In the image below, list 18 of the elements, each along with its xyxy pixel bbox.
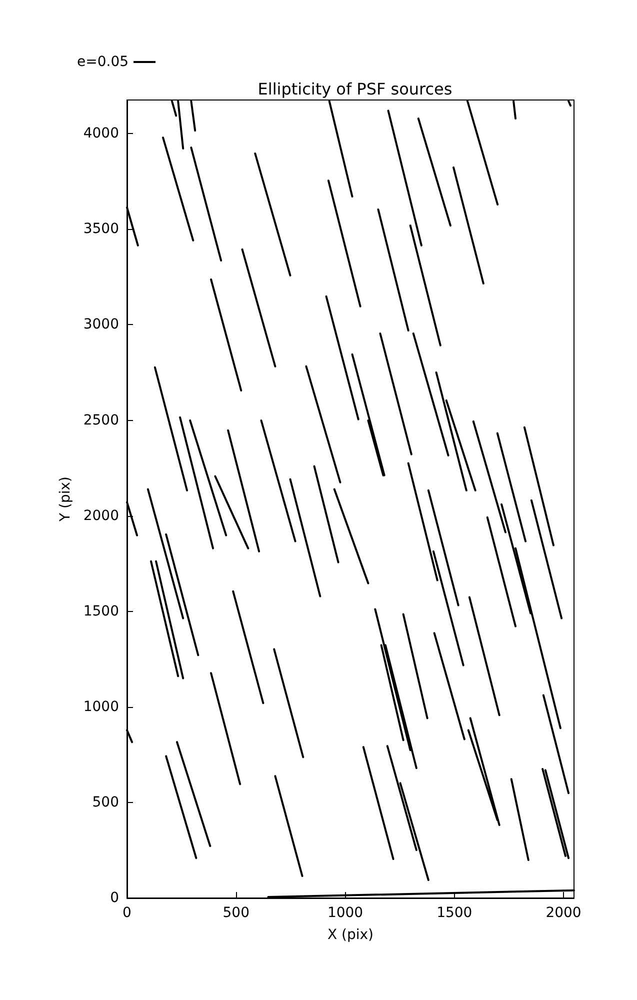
y-tick-label: 2000 bbox=[83, 508, 119, 524]
y-tick-label: 1500 bbox=[83, 603, 119, 620]
x-axis-title: X (pix) bbox=[327, 927, 374, 943]
y-tick-label: 3500 bbox=[83, 221, 119, 238]
y-tick-label: 4000 bbox=[83, 126, 119, 142]
y-axis-title: Y (pix) bbox=[57, 476, 74, 522]
y-tick-label: 0 bbox=[110, 890, 119, 906]
legend-label: e=0.05 bbox=[77, 54, 129, 70]
x-tick-label: 1500 bbox=[436, 905, 472, 921]
y-tick-label: 3000 bbox=[83, 316, 119, 333]
chart-title: Ellipticity of PSF sources bbox=[258, 80, 452, 98]
y-tick-label: 500 bbox=[92, 794, 119, 810]
y-tick-label: 1000 bbox=[83, 698, 119, 715]
x-tick-label: 0 bbox=[122, 905, 132, 921]
x-tick-label: 1000 bbox=[327, 905, 364, 921]
x-tick-label: 2000 bbox=[546, 905, 582, 921]
x-tick-label: 500 bbox=[222, 905, 250, 921]
y-tick-label: 2500 bbox=[83, 412, 119, 428]
